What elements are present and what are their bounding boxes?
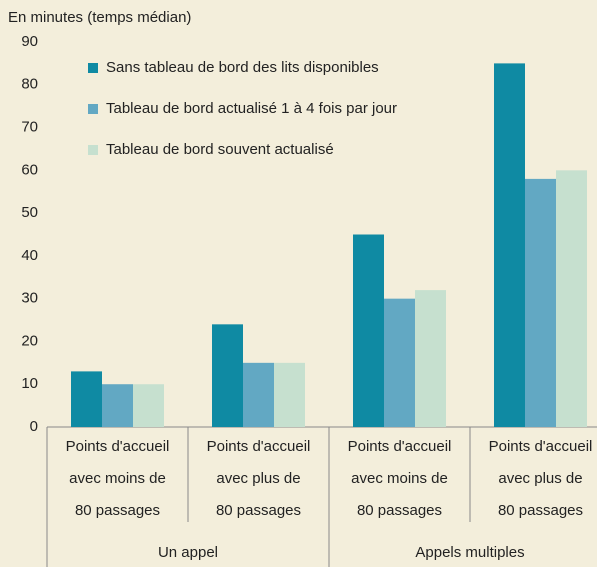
x-tick-label: 80 passages bbox=[75, 502, 160, 519]
y-tick-label: 60 bbox=[21, 161, 38, 178]
y-tick-label: 40 bbox=[21, 247, 38, 264]
bar bbox=[133, 384, 164, 427]
y-tick-label: 10 bbox=[21, 375, 38, 392]
x-tick-label: Points d'accueil bbox=[207, 438, 311, 455]
bar bbox=[102, 384, 133, 427]
legend-swatch bbox=[88, 63, 98, 73]
y-axis-label: En minutes (temps médian) bbox=[8, 9, 191, 26]
x-tick-label: 80 passages bbox=[216, 502, 301, 519]
legend-label: Tableau de bord actualisé 1 à 4 fois par… bbox=[106, 100, 397, 117]
bar bbox=[494, 63, 525, 428]
y-tick-label: 0 bbox=[30, 418, 38, 435]
legend-swatch bbox=[88, 145, 98, 155]
x-tick-label: avec moins de bbox=[69, 470, 166, 487]
x-tick-label: 80 passages bbox=[498, 502, 583, 519]
bar bbox=[274, 362, 305, 427]
bar bbox=[525, 178, 556, 427]
x-tick-label: Points d'accueil bbox=[489, 438, 593, 455]
bar bbox=[415, 290, 446, 427]
bar bbox=[71, 371, 102, 427]
legend-swatch bbox=[88, 104, 98, 114]
x-tick-label: avec plus de bbox=[498, 470, 582, 487]
x-tick-label: 80 passages bbox=[357, 502, 442, 519]
x-tick-label: avec moins de bbox=[351, 470, 448, 487]
x-tick-label: avec plus de bbox=[216, 470, 300, 487]
y-tick-label: 20 bbox=[21, 332, 38, 349]
y-tick-label: 50 bbox=[21, 204, 38, 221]
y-tick-label: 70 bbox=[21, 119, 38, 136]
legend-label: Sans tableau de bord des lits disponible… bbox=[106, 59, 379, 76]
y-tick-label: 80 bbox=[21, 76, 38, 93]
y-tick-label: 90 bbox=[21, 33, 38, 50]
x-tick-label: Points d'accueil bbox=[66, 438, 170, 455]
group-label: Un appel bbox=[158, 544, 218, 561]
y-tick-label: 30 bbox=[21, 290, 38, 307]
bar bbox=[212, 324, 243, 427]
bar bbox=[556, 170, 587, 428]
x-tick-label: Points d'accueil bbox=[348, 438, 452, 455]
bar bbox=[353, 234, 384, 427]
group-label: Appels multiples bbox=[415, 544, 524, 561]
bar bbox=[243, 362, 274, 427]
legend-label: Tableau de bord souvent actualisé bbox=[106, 141, 334, 158]
bar bbox=[384, 298, 415, 427]
